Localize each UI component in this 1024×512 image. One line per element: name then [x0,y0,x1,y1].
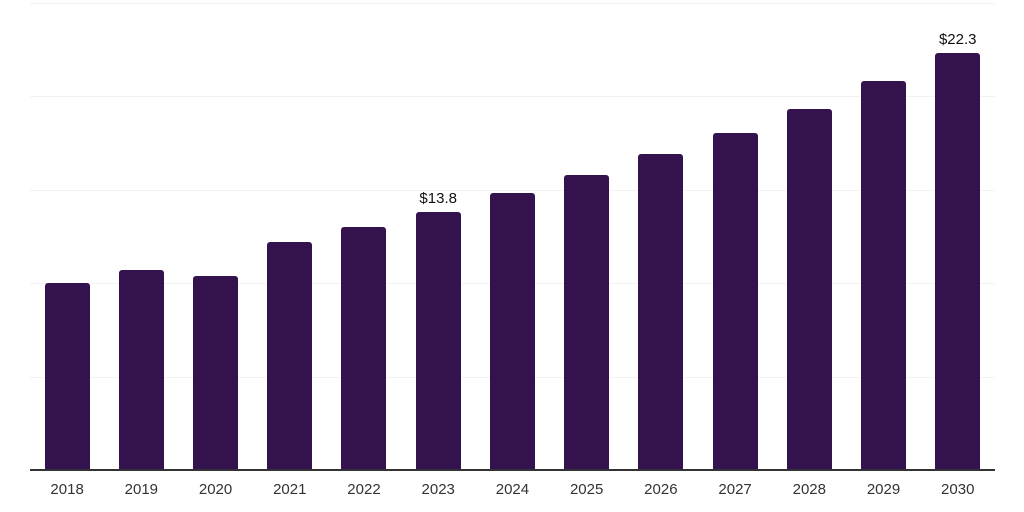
bar-2029[interactable] [861,81,907,470]
x-tick-2018: 2018 [50,481,84,498]
x-tick-2023: 2023 [421,481,455,498]
x-tick-2028: 2028 [792,481,826,498]
gridline-25 [30,2,995,4]
bar-2027[interactable] [712,133,758,470]
plot-area: $13.8 $22.3 [30,0,995,471]
bar-2020[interactable] [193,275,239,470]
bar-2024[interactable] [489,193,535,470]
x-tick-2029: 2029 [866,481,901,498]
bar-2022[interactable] [341,226,387,470]
x-tick-2019: 2019 [124,481,159,498]
x-tick-2020: 2020 [198,481,233,498]
bar-2030[interactable]: $22.3 [935,31,981,470]
x-tick-2026: 2026 [644,481,678,498]
gridline-15 [30,189,995,191]
bar-value-label-2023: $13.8 [419,189,457,207]
bar-value-label-2030: $22.3 [938,31,977,48]
bar-2026[interactable] [638,153,684,470]
gridline-20 [30,96,995,97]
bar-2028[interactable] [786,109,832,470]
x-tick-2021: 2021 [273,481,307,498]
bar-2023[interactable]: $13.8 [415,190,461,470]
bars: $13.8 $22.3 [30,0,995,470]
x-tick-2027: 2027 [718,481,752,498]
bar-2018[interactable] [44,283,90,470]
bar-2019[interactable] [118,269,164,470]
x-tick-2025: 2025 [569,481,604,498]
x-axis-labels: 2018 2019 2020 2021 2022 2023 2024 2025 2026 2027… [30,481,995,498]
x-tick-2024: 2024 [495,481,530,498]
x-axis-line [30,469,995,471]
bar-2025[interactable] [564,174,610,470]
bar-2021[interactable] [267,241,313,470]
x-tick-2030: 2030 [941,481,975,498]
x-tick-2022: 2022 [347,481,381,498]
